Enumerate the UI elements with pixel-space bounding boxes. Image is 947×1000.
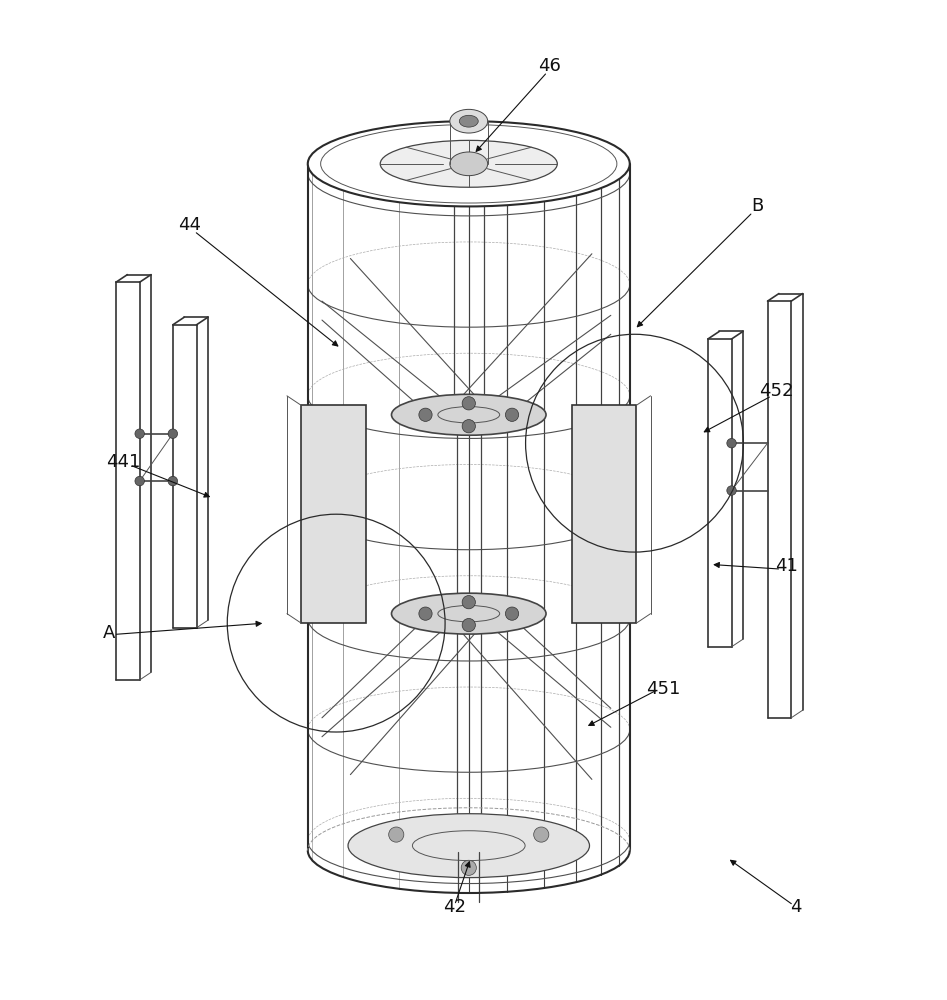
Text: 42: 42 [443, 898, 466, 916]
Text: 41: 41 [775, 557, 797, 575]
Circle shape [462, 618, 475, 632]
Ellipse shape [308, 121, 630, 206]
Text: 4: 4 [790, 898, 801, 916]
Circle shape [419, 607, 432, 620]
Circle shape [419, 408, 432, 421]
Ellipse shape [450, 152, 488, 176]
Text: 451: 451 [646, 680, 680, 698]
Text: 441: 441 [106, 453, 140, 471]
Text: B: B [752, 197, 763, 215]
Text: 452: 452 [759, 382, 794, 400]
Circle shape [461, 860, 476, 875]
Ellipse shape [450, 109, 488, 133]
Text: 46: 46 [538, 57, 561, 75]
Ellipse shape [391, 593, 546, 634]
Circle shape [134, 429, 145, 438]
Circle shape [168, 429, 178, 438]
Text: A: A [102, 624, 116, 642]
Circle shape [727, 438, 737, 448]
Circle shape [506, 607, 519, 620]
Text: 44: 44 [178, 216, 201, 234]
Ellipse shape [459, 115, 478, 127]
Circle shape [462, 420, 475, 433]
Ellipse shape [380, 140, 557, 187]
Circle shape [388, 827, 403, 842]
Circle shape [168, 476, 178, 486]
Ellipse shape [348, 814, 590, 878]
Ellipse shape [391, 394, 546, 435]
Circle shape [462, 596, 475, 609]
Circle shape [727, 486, 737, 495]
Circle shape [506, 408, 519, 421]
Circle shape [462, 397, 475, 410]
Bar [572, 405, 636, 623]
Circle shape [534, 827, 549, 842]
Circle shape [134, 476, 145, 486]
Bar [301, 405, 366, 623]
